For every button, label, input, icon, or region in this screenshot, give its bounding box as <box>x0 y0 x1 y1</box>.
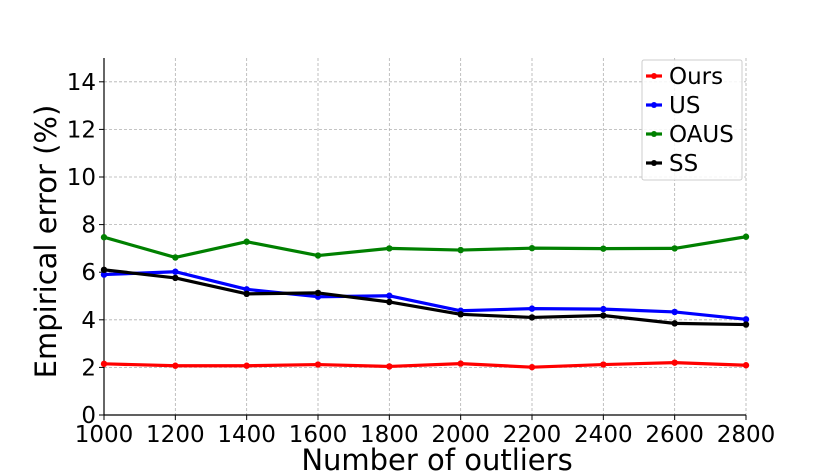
data-point <box>100 271 108 278</box>
series-line <box>103 235 747 260</box>
x-tick-label: 2600 <box>645 422 704 448</box>
series-line <box>103 268 747 327</box>
data-point <box>386 363 393 370</box>
y-tick-label: 4 <box>81 308 96 334</box>
data-point <box>600 312 607 319</box>
y-tick-label: 10 <box>67 165 96 191</box>
grid <box>103 58 747 416</box>
x-axis-label: Number of outliers <box>301 443 572 475</box>
data-point <box>600 305 607 313</box>
data-point <box>528 363 536 371</box>
legend-label: SS <box>669 151 698 177</box>
data-point <box>172 362 179 369</box>
legend-box <box>641 59 743 181</box>
data-point <box>671 245 678 252</box>
data-point <box>314 289 322 297</box>
data-point <box>600 245 607 252</box>
y-tick-label: 6 <box>81 260 96 286</box>
data-point <box>100 360 108 368</box>
series <box>100 233 750 371</box>
data-point <box>314 252 322 259</box>
data-point <box>386 245 393 252</box>
data-point <box>742 316 750 323</box>
data-point <box>671 320 678 327</box>
data-point <box>528 244 536 252</box>
data-point <box>457 246 464 254</box>
legend: Ours US OAUS SS <box>641 59 743 181</box>
data-point <box>100 234 108 241</box>
legend-marker <box>651 73 657 79</box>
legend-marker <box>651 131 657 137</box>
series-line <box>103 270 747 321</box>
data-point <box>243 286 250 293</box>
y-tick-label: 8 <box>81 213 96 239</box>
legend-label: Ours <box>669 64 723 90</box>
data-point <box>172 268 179 275</box>
data-point <box>742 233 750 240</box>
y-tick-label: 12 <box>67 117 96 143</box>
data-point <box>457 311 464 318</box>
data-point <box>172 274 179 282</box>
data-point <box>243 290 250 298</box>
data-point <box>457 360 464 367</box>
legend-label: US <box>669 93 700 119</box>
x-tick-label: 2000 <box>431 422 490 448</box>
series-line <box>103 361 747 369</box>
data-point <box>528 314 536 321</box>
x-tick-label: 2400 <box>574 422 633 448</box>
data-point <box>600 361 607 368</box>
data-point <box>314 361 322 368</box>
y-tick-label: 2 <box>81 355 96 381</box>
data-point <box>100 266 108 274</box>
data-point <box>386 292 393 299</box>
data-point <box>671 359 678 366</box>
legend-marker <box>651 102 657 108</box>
x-tick-label: 2200 <box>503 422 562 448</box>
x-tick-label: 1600 <box>289 422 348 448</box>
data-point <box>742 362 750 369</box>
ticks: 1000 1200 1400 1600 1800 2000 2200 2400 2600 2800… <box>67 70 776 448</box>
series-ours <box>100 359 750 371</box>
data-point <box>671 308 678 316</box>
data-point <box>172 254 179 261</box>
data-point <box>243 362 250 369</box>
data-point <box>742 321 750 328</box>
y-tick-label: 14 <box>67 70 96 96</box>
data-point <box>528 305 536 312</box>
data-point <box>243 238 250 245</box>
legend-label: OAUS <box>669 122 734 148</box>
series-us <box>100 268 750 323</box>
y-tick-label: 0 <box>81 403 96 429</box>
x-tick-label: 1400 <box>217 422 276 448</box>
series-oaus <box>100 233 750 261</box>
series-ss <box>100 266 750 328</box>
legend-marker <box>651 160 657 166</box>
x-tick-label: 1200 <box>146 422 205 448</box>
x-tick-label: 2800 <box>717 422 776 448</box>
y-axis-label: Empirical error (%) <box>29 105 63 379</box>
x-tick-label: 1000 <box>75 422 134 448</box>
x-tick-label: 1800 <box>360 422 419 448</box>
data-point <box>386 298 393 306</box>
